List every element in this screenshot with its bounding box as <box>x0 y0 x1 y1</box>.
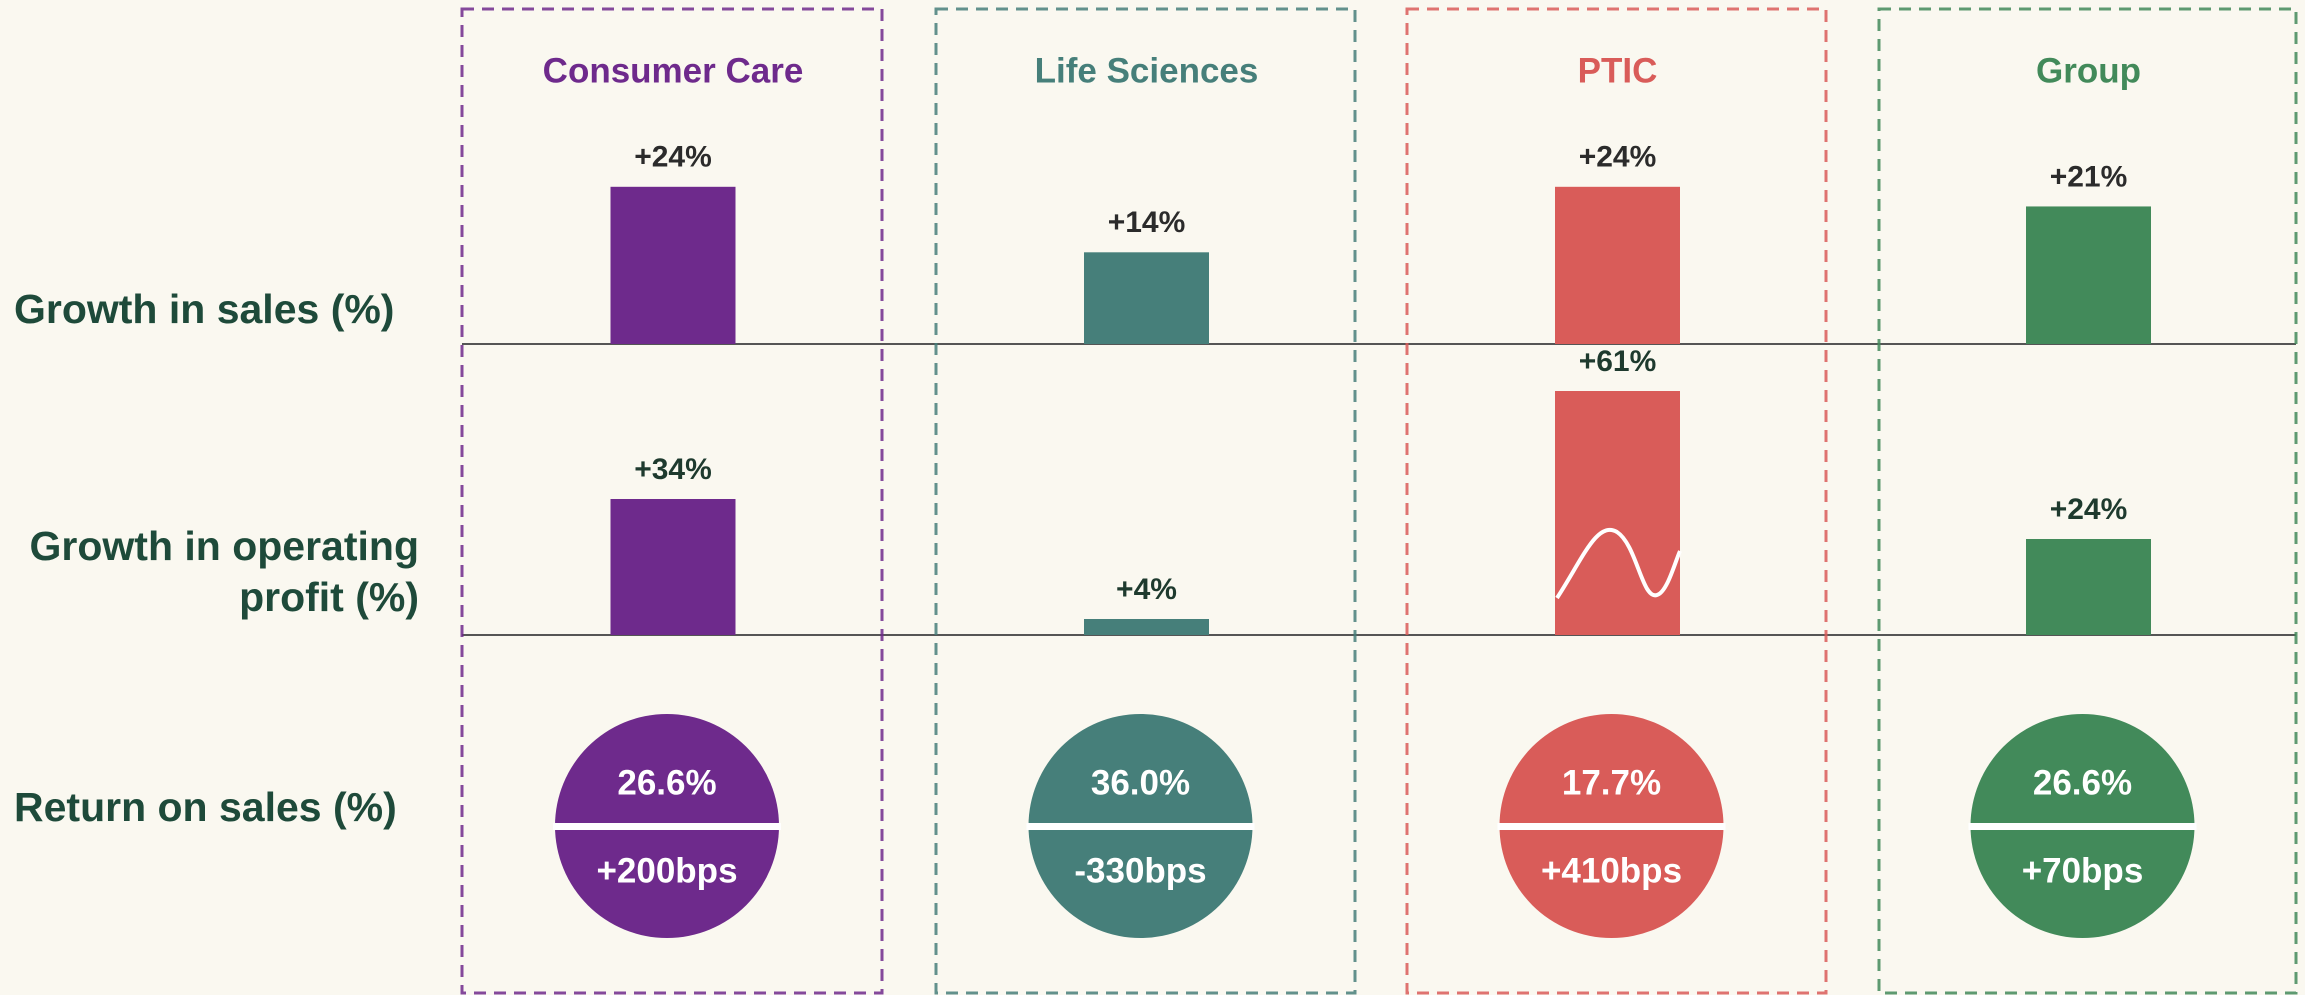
break-mark <box>1555 527 1682 600</box>
value-label: +4% <box>1116 573 1177 606</box>
row-label: Growth in operating <box>30 523 419 569</box>
change-label: -330bps <box>1074 851 1206 890</box>
value-label: +24% <box>634 141 712 174</box>
row-label: Growth in sales (%) <box>14 286 394 332</box>
row-label: Return on sales (%) <box>14 784 397 830</box>
ros-label: 17.7% <box>1562 763 1661 802</box>
bar <box>1555 186 1680 344</box>
bar <box>1084 252 1209 344</box>
bar <box>1084 619 1209 635</box>
value-label: +34% <box>634 453 712 486</box>
divider <box>1968 823 2197 830</box>
segment-title: Consumer Care <box>543 51 804 90</box>
segment-box <box>1877 7 2298 995</box>
ros-label: 26.6% <box>2033 763 2132 802</box>
segment-title: Group <box>2036 51 2141 90</box>
bar <box>2026 206 2151 344</box>
divider <box>1026 823 1255 830</box>
value-label: +61% <box>1579 345 1657 378</box>
value-label: +24% <box>2050 493 2128 526</box>
bar <box>2026 539 2151 635</box>
value-label: +21% <box>2050 160 2128 193</box>
value-label: +24% <box>1579 141 1657 174</box>
change-label: +410bps <box>1541 851 1682 890</box>
bar <box>610 186 736 344</box>
segment-title: PTIC <box>1578 51 1658 90</box>
segment-box <box>1405 7 1828 995</box>
divider <box>1497 823 1726 830</box>
value-label: +14% <box>1108 206 1186 239</box>
row-label: profit (%) <box>239 574 419 620</box>
divider <box>553 823 781 830</box>
segment-box <box>460 7 884 995</box>
segment-box <box>934 7 1357 995</box>
segment-title: Life Sciences <box>1035 51 1259 90</box>
ros-label: 26.6% <box>617 763 716 802</box>
change-label: +70bps <box>2022 851 2144 890</box>
change-label: +200bps <box>596 851 737 890</box>
bar <box>1555 391 1680 635</box>
ros-label: 36.0% <box>1091 763 1190 802</box>
bar <box>610 499 736 635</box>
